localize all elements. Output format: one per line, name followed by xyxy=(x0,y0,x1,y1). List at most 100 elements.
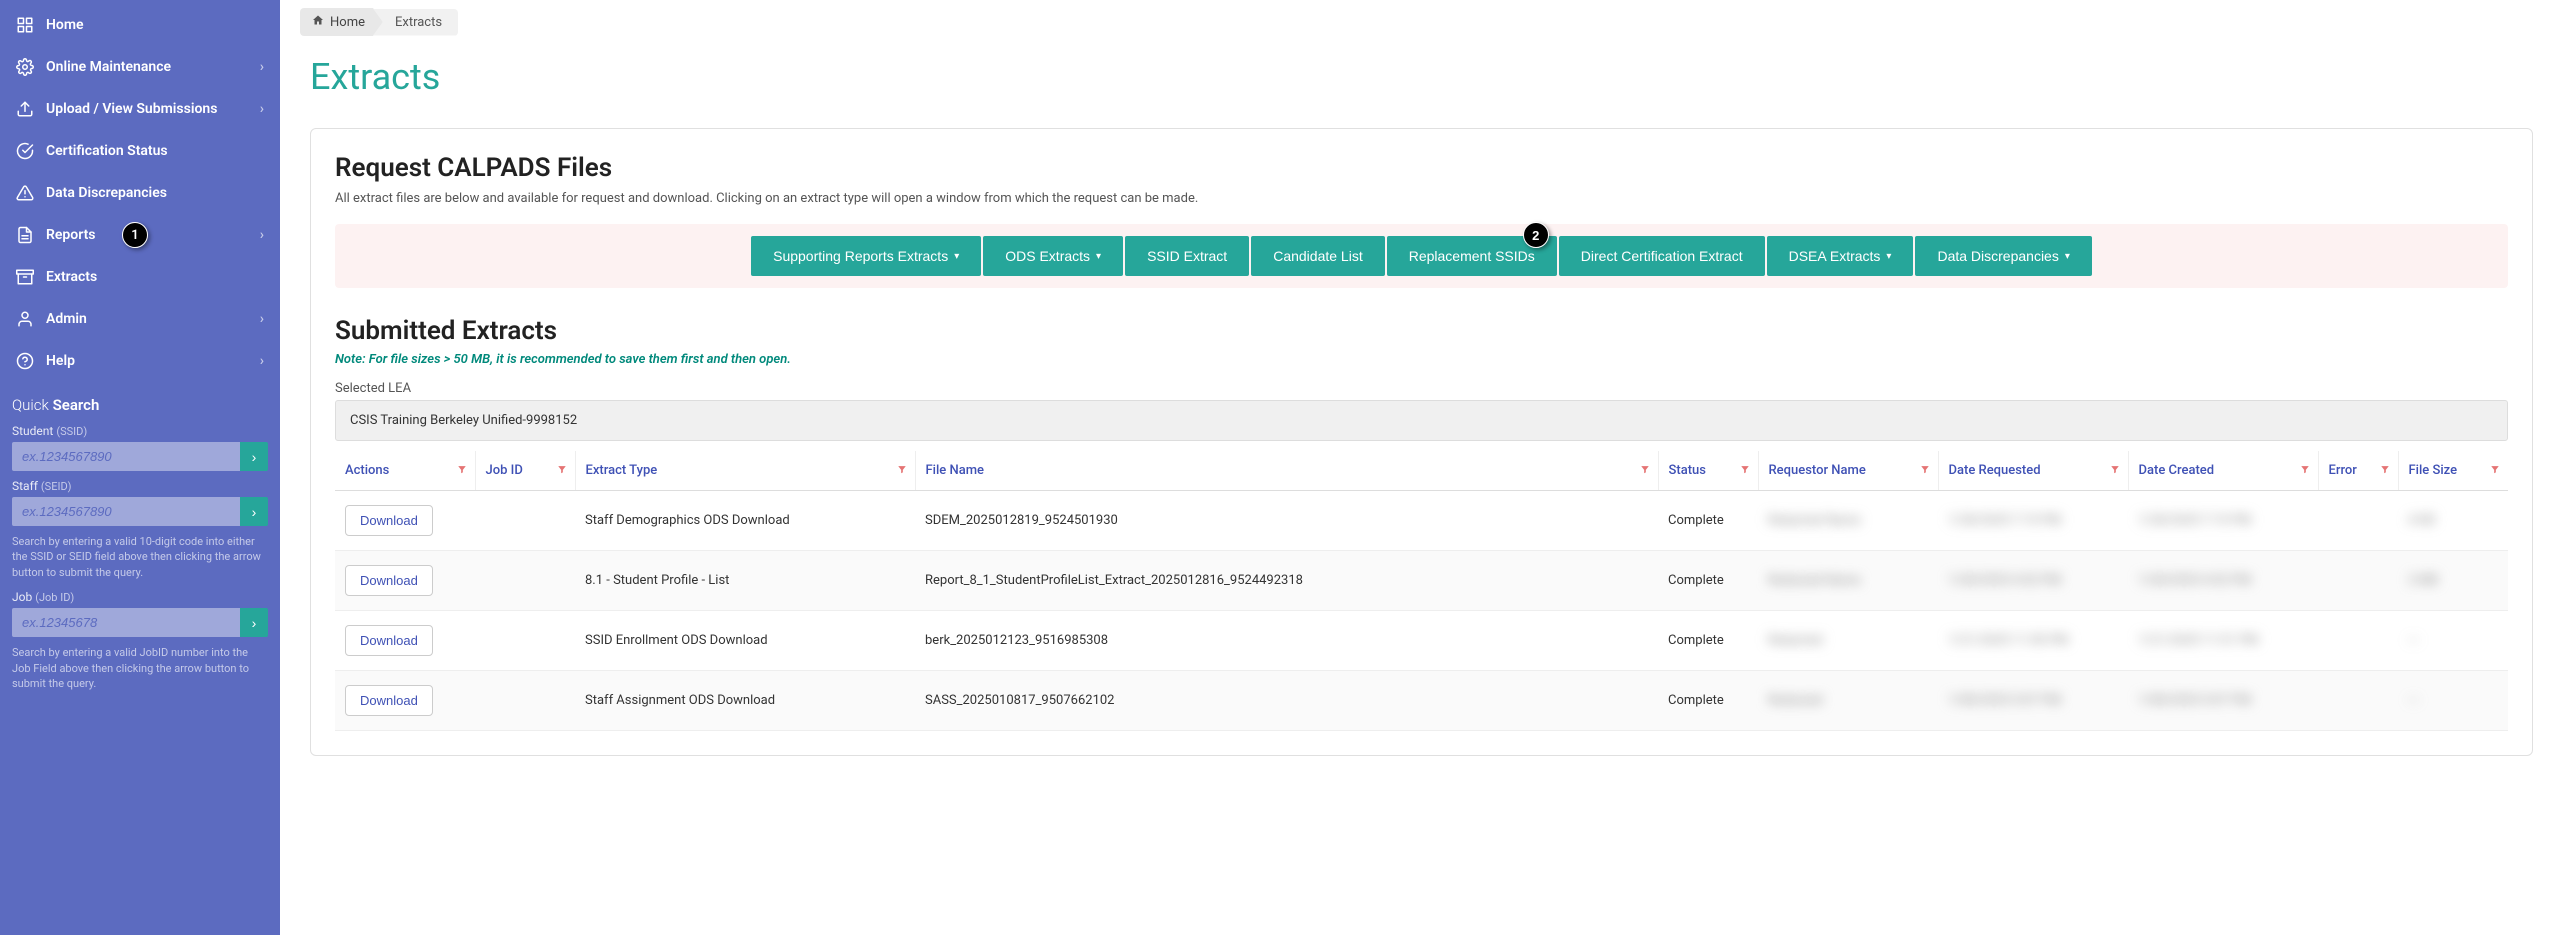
job-id-input[interactable] xyxy=(12,608,240,637)
sidebar-item-label: Help xyxy=(46,353,75,369)
redacted-value: 1/28/2025 7:19 PM xyxy=(1948,513,2061,528)
caret-down-icon: ▾ xyxy=(2065,251,2070,262)
redacted-value: 4 KB xyxy=(2408,513,2435,528)
extract-btn-ods-extracts[interactable]: ODS Extracts▾ xyxy=(983,236,1123,276)
cell-date-req: 1/08/2025 5:07 PM xyxy=(1938,671,2128,731)
chevron-right-icon: › xyxy=(260,311,264,327)
cell-job-id xyxy=(475,671,575,731)
redacted-value: 1/08/2025 5:07 PM xyxy=(1948,693,2061,708)
cell-error xyxy=(2318,671,2398,731)
extract-btn-replacement-ssids[interactable]: Replacement SSIDs2 xyxy=(1387,236,1557,276)
cell-status: Complete xyxy=(1658,611,1758,671)
sidebar-item-online-maintenance[interactable]: Online Maintenance› xyxy=(0,46,280,88)
filter-icon[interactable] xyxy=(2110,464,2120,477)
main-content: Home Extracts Extracts Request CALPADS F… xyxy=(280,0,2563,935)
cell-error xyxy=(2318,551,2398,611)
column-header-file-name[interactable]: File Name xyxy=(915,451,1658,491)
grid-icon xyxy=(16,16,34,34)
chevron-right-icon: › xyxy=(260,353,264,369)
sidebar-item-admin[interactable]: Admin› xyxy=(0,298,280,340)
column-header-file-size[interactable]: File Size xyxy=(2398,451,2508,491)
sidebar-item-upload-view-submissions[interactable]: Upload / View Submissions› xyxy=(0,88,280,130)
redacted-value: --- xyxy=(2408,633,2419,648)
cell-date-req: 1/28/2025 7:19 PM xyxy=(1938,491,2128,551)
column-header-date-requested[interactable]: Date Requested xyxy=(1938,451,2128,491)
column-header-status[interactable]: Status xyxy=(1658,451,1758,491)
sidebar-item-data-discrepancies[interactable]: Data Discrepancies xyxy=(0,172,280,214)
cell-file-size: --- xyxy=(2398,671,2508,731)
page-title: Extracts xyxy=(280,36,2563,108)
job-search-group: Job (Job ID) › xyxy=(12,590,268,637)
filter-icon[interactable] xyxy=(897,464,907,477)
job-search-button[interactable]: › xyxy=(240,608,268,637)
breadcrumb-home[interactable]: Home xyxy=(300,8,383,36)
redacted-value: 1/28/2025 4:52 PM xyxy=(2138,573,2251,588)
filter-icon[interactable] xyxy=(1740,464,1750,477)
breadcrumb-current: Extracts xyxy=(373,9,458,36)
column-header-label: Actions xyxy=(345,463,389,478)
sidebar-item-help[interactable]: Help › xyxy=(0,340,280,382)
column-header-requestor-name[interactable]: Requestor Name xyxy=(1758,451,1938,491)
column-header-extract-type[interactable]: Extract Type xyxy=(575,451,915,491)
filter-icon[interactable] xyxy=(457,464,467,477)
quick-search-title: Quick Search xyxy=(12,396,268,414)
gear-icon xyxy=(16,58,34,76)
extract-btn-label: Data Discrepancies xyxy=(1937,248,2058,264)
redacted-value: Redacted Name xyxy=(1768,573,1860,588)
extract-btn-dsea-extracts[interactable]: DSEA Extracts▾ xyxy=(1767,236,1914,276)
column-header-label: File Name xyxy=(926,463,985,478)
extracts-table: Actions Job IDExtract Type File Name Status… xyxy=(335,451,2508,731)
extract-btn-ssid-extract[interactable]: SSID Extract xyxy=(1125,236,1249,276)
filter-icon[interactable] xyxy=(1640,464,1650,477)
job-label: Job (Job ID) xyxy=(12,590,268,604)
column-header-date-created[interactable]: Date Created xyxy=(2128,451,2318,491)
sidebar-item-home[interactable]: Home xyxy=(0,4,280,46)
cell-date-created: 1/08/2025 5:07 PM xyxy=(2128,671,2318,731)
download-button[interactable]: Download xyxy=(345,685,433,716)
sidebar-item-reports[interactable]: Reports›1 xyxy=(0,214,280,256)
redacted-value: Redacted xyxy=(1768,633,1823,648)
cell-error xyxy=(2318,611,2398,671)
extract-btn-candidate-list[interactable]: Candidate List xyxy=(1251,236,1385,276)
filter-icon[interactable] xyxy=(2300,464,2310,477)
student-search-button[interactable]: › xyxy=(240,442,268,471)
cell-requestor: Redacted Name xyxy=(1758,551,1938,611)
column-header-label: Requestor Name xyxy=(1769,463,1866,478)
extract-btn-direct-certification-extract[interactable]: Direct Certification Extract xyxy=(1559,236,1765,276)
cell-date-created: 1/21/2025 11:51 PM xyxy=(2128,611,2318,671)
extract-btn-data-discrepancies[interactable]: Data Discrepancies ▾ xyxy=(1915,236,2091,276)
sidebar-item-label: Extracts xyxy=(46,269,97,285)
cell-status: Complete xyxy=(1658,491,1758,551)
cell-status: Complete xyxy=(1658,551,1758,611)
selected-lea-value: CSIS Training Berkeley Unified-9998152 xyxy=(335,400,2508,441)
download-button[interactable]: Download xyxy=(345,505,433,536)
extract-btn-supporting-reports-extracts[interactable]: Supporting Reports Extracts▾ xyxy=(751,236,981,276)
download-button[interactable]: Download xyxy=(345,625,433,656)
filter-icon[interactable] xyxy=(2490,464,2500,477)
cell-requestor: Redacted xyxy=(1758,671,1938,731)
sidebar-item-certification-status[interactable]: Certification Status xyxy=(0,130,280,172)
redacted-value: 1/28/2025 4:52 PM xyxy=(1948,573,2061,588)
download-button[interactable]: Download xyxy=(345,565,433,596)
staff-search-button[interactable]: › xyxy=(240,497,268,526)
user-icon xyxy=(16,310,34,328)
column-header-error[interactable]: Error xyxy=(2318,451,2398,491)
staff-seid-input[interactable] xyxy=(12,497,240,526)
column-header-actions[interactable]: Actions xyxy=(335,451,475,491)
filter-icon[interactable] xyxy=(1920,464,1930,477)
table-row: Download8.1 - Student Profile - ListRepo… xyxy=(335,551,2508,611)
column-header-job-id[interactable]: Job ID xyxy=(475,451,575,491)
student-label: Student (SSID) xyxy=(12,424,268,438)
search-hint-2: Search by entering a valid JobID number … xyxy=(12,645,268,691)
extract-btn-label: SSID Extract xyxy=(1147,248,1227,264)
search-hint-1: Search by entering a valid 10-digit code… xyxy=(12,534,268,580)
staff-search-group: Staff (SEID) › xyxy=(12,479,268,526)
cell-job-id xyxy=(475,551,575,611)
breadcrumb-home-label: Home xyxy=(330,15,365,30)
filter-icon[interactable] xyxy=(2380,464,2390,477)
student-ssid-input[interactable] xyxy=(12,442,240,471)
cell-file-size: --- xyxy=(2398,611,2508,671)
filter-icon[interactable] xyxy=(557,464,567,477)
sidebar-item-extracts[interactable]: Extracts xyxy=(0,256,280,298)
chevron-right-icon: › xyxy=(260,59,264,75)
